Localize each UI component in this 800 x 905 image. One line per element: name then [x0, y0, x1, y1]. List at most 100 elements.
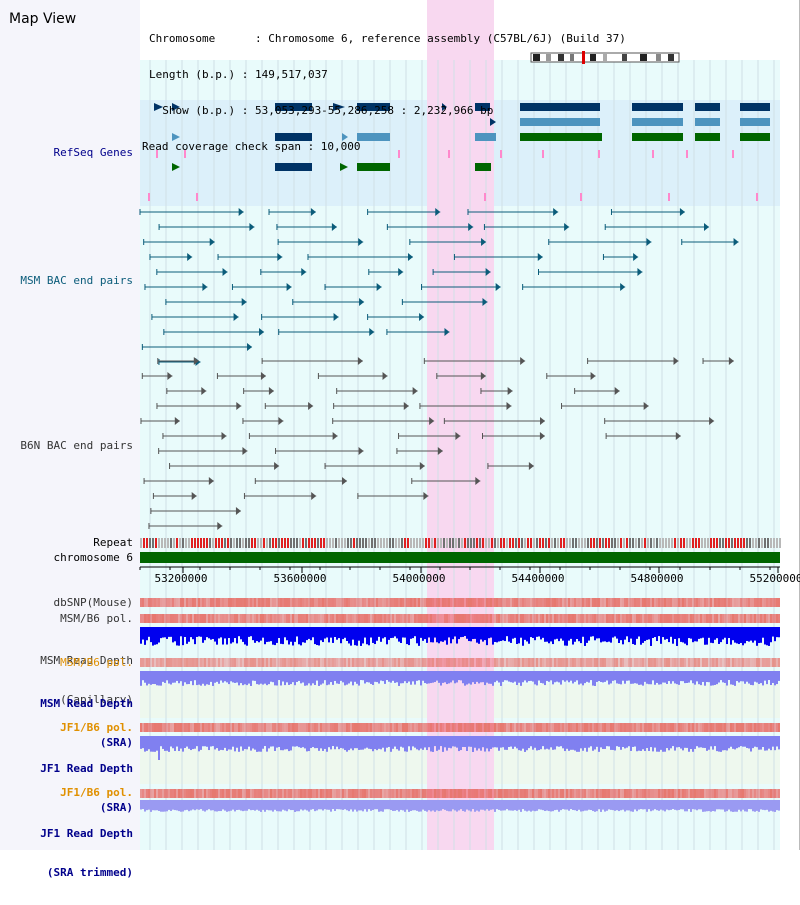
jf1-b6-pol-cell — [324, 723, 326, 732]
repeat-element — [686, 538, 688, 548]
msm-depth-capillary-bar — [762, 627, 764, 638]
dbsnp-cell — [476, 598, 478, 607]
jf1-b6-pol-cell — [702, 723, 704, 732]
dbsnp-cell — [332, 598, 334, 607]
jf1-depth-sra-bar — [678, 736, 680, 748]
msm-b6-pol-cell — [228, 614, 230, 623]
jf1-b6-pol-2-cell — [642, 789, 644, 798]
msm-b6-pol-sra-cell — [768, 658, 770, 667]
jf1-b6-pol-cell — [142, 723, 144, 732]
jf1-b6-pol-cell — [330, 723, 332, 732]
jf1-depth-trimmed-bar — [146, 800, 148, 811]
msm-depth-capillary-bar — [582, 627, 584, 637]
jf1-depth-trimmed-bar — [504, 800, 506, 811]
msm-b6-pol-cell — [602, 614, 604, 623]
jf1-b6-pol-2-cell — [172, 789, 174, 798]
jf1-depth-sra-bar — [638, 736, 640, 751]
jf1-depth-sra-bar — [332, 736, 334, 747]
msm-b6-pol-cell — [388, 614, 390, 623]
jf1-depth-trimmed-bar — [408, 800, 410, 812]
msm-depth-sra-bar — [480, 671, 482, 683]
repeat-element — [533, 538, 535, 548]
msm-depth-capillary-bar — [690, 627, 692, 639]
msm-depth-capillary-bar — [704, 627, 706, 645]
msm-depth-sra-bar — [180, 671, 182, 682]
msm-b6-pol-sra-cell — [396, 658, 398, 667]
jf1-depth-sra-bar — [308, 736, 310, 752]
jf1-depth-trimmed-bar — [152, 800, 154, 811]
jf1-b6-pol-cell — [394, 723, 396, 732]
jf1-depth-sra-bar — [202, 736, 204, 747]
msm-b6-pol-sra-cell — [256, 658, 258, 667]
msm-b6-pol-sra-cell — [388, 658, 390, 667]
jf1-b6-pol-2-cell — [648, 789, 650, 798]
msm-depth-capillary-bar — [594, 627, 596, 641]
msm-depth-sra-bar — [656, 671, 658, 683]
jf1-depth-trimmed-bar — [290, 800, 292, 811]
jf1-read-depth-trimmed-label: JF1 Read Depth (SRA trimmed) — [40, 801, 133, 905]
dbsnp-cell — [174, 598, 176, 607]
msm-depth-capillary-bar — [310, 627, 312, 641]
b6n-bac-end-pairs-label[interactable]: B6N BAC end pairs — [20, 439, 133, 452]
jf1-b6-pol-2-cell — [218, 789, 220, 798]
dbsnp-cell — [510, 598, 512, 607]
msm-b6-pol-cell — [674, 614, 676, 623]
msm-depth-sra-bar — [482, 671, 484, 683]
jf1-b6-pol-cell — [418, 723, 420, 732]
jf1-depth-sra-bar — [666, 736, 668, 749]
msm-depth-sra-bar — [194, 671, 196, 681]
msm-b6-pol-cell — [356, 614, 358, 623]
msm-b6-pol-cell — [420, 614, 422, 623]
msm-b6-pol-sra-cell — [214, 658, 216, 667]
jf1-depth-sra-bar — [362, 736, 364, 750]
msm-b6-pol-cell — [160, 614, 162, 623]
jf1-b6-pol-2-cell — [764, 789, 766, 798]
jf1-depth-sra-bar — [194, 736, 196, 749]
dbsnp-cell — [504, 598, 506, 607]
msm-depth-sra-bar — [548, 671, 550, 682]
b6n-bac-pair-arrow — [539, 432, 545, 440]
jf1-b6-pol-cell — [382, 723, 384, 732]
msm-depth-capillary-bar — [360, 627, 362, 646]
jf1-depth-trimmed-bar — [360, 800, 362, 811]
jf1-depth-trimmed-bar — [220, 800, 222, 812]
repeat-element — [719, 538, 721, 548]
msm-b6-pol-sra-cell — [604, 658, 606, 667]
jf1-b6-pol-2-cell — [484, 789, 486, 798]
msm-b6-pol-sra-cell — [528, 658, 530, 667]
msm-b6-pol-sra-cell — [536, 658, 538, 667]
jf1-depth-trimmed-bar — [522, 800, 524, 810]
jf1-depth-sra-bar — [740, 736, 742, 747]
b6n-bac-pair-arrow — [358, 447, 364, 455]
jf1-b6-pol-2-cell — [568, 789, 570, 798]
msm-depth-capillary-bar — [626, 627, 628, 637]
jf1-b6-pol-cell — [144, 723, 146, 732]
jf1-b6-pol-cell — [180, 723, 182, 732]
msm-bac-end-pairs-label[interactable]: MSM BAC end pairs — [20, 274, 133, 287]
msm-b6-pol-sra-cell — [626, 658, 628, 667]
msm-b6-pol-sra-cell — [342, 658, 344, 667]
msm-depth-sra-bar — [658, 671, 660, 685]
repeat-element — [641, 538, 643, 548]
msm-bac-pair-arrow — [482, 298, 488, 306]
msm-b6-pol-cell — [538, 614, 540, 623]
dbsnp-cell — [650, 598, 652, 607]
dbsnp-cell — [396, 598, 398, 607]
msm-b6-pol-cell — [330, 614, 332, 623]
msm-depth-capillary-bar — [554, 627, 556, 640]
jf1-b6-pol-cell — [414, 723, 416, 732]
refseq-gene — [695, 103, 720, 111]
genome-track-canvas[interactable]: 53200000 53600000 54000000 54400000 54800000… — [0, 0, 800, 850]
msm-b6-pol-cell — [754, 614, 756, 623]
jf1-depth-trimmed-bar — [178, 800, 180, 812]
b6n-bac-pair-arrow — [412, 387, 418, 395]
msm-b6-pol-cell — [470, 614, 472, 623]
jf1-depth-sra-bar — [710, 736, 712, 747]
jf1-b6-pol-cell — [488, 723, 490, 732]
msm-depth-capillary-bar — [606, 627, 608, 643]
refseq-genes-label[interactable]: RefSeq Genes — [53, 146, 133, 159]
msm-b6-pol-cell — [276, 614, 278, 623]
repeat-element — [749, 538, 751, 548]
repeat-element — [176, 538, 178, 548]
jf1-depth-trimmed-bar — [366, 800, 368, 812]
